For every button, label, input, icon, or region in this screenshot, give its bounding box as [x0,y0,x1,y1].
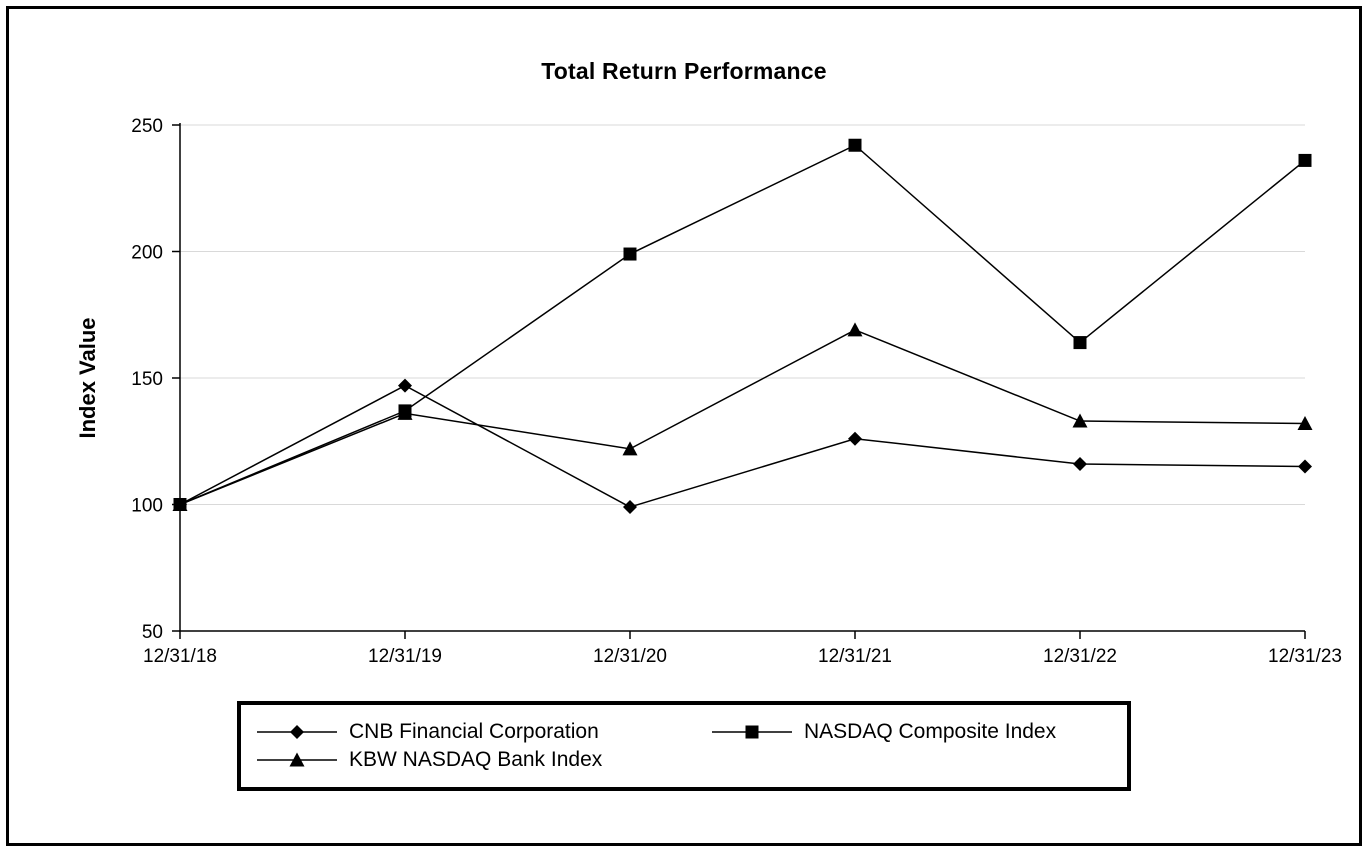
legend-item-cnb: CNB Financial Corporation [255,720,710,744]
legend: CNB Financial Corporation NASDAQ Composi… [237,701,1131,791]
legend-label-cnb: CNB Financial Corporation [349,720,599,743]
legend-item-kbw: KBW NASDAQ Bank Index [255,748,710,772]
svg-text:250: 250 [131,116,163,137]
legend-item-nasdaq: NASDAQ Composite Index [710,720,1113,744]
chart-title: Total Return Performance [541,58,827,84]
triangle-line-marker-icon [257,752,337,767]
square-line-marker-icon [712,725,792,739]
svg-text:12/31/19: 12/31/19 [368,646,442,667]
svg-text:12/31/23: 12/31/23 [1268,646,1342,667]
svg-text:150: 150 [131,369,163,390]
diamond-line-marker-icon [257,725,337,739]
svg-text:12/31/21: 12/31/21 [818,646,892,667]
svg-text:12/31/22: 12/31/22 [1043,646,1117,667]
svg-text:200: 200 [131,243,163,264]
legend-label-nasdaq: NASDAQ Composite Index [804,720,1057,743]
svg-text:12/31/20: 12/31/20 [593,646,667,667]
legend-label-kbw: KBW NASDAQ Bank Index [349,748,603,771]
svg-text:100: 100 [131,496,163,517]
svg-text:12/31/18: 12/31/18 [143,646,217,667]
y-axis-label: Index Value [75,317,100,439]
svg-text:50: 50 [142,622,163,643]
